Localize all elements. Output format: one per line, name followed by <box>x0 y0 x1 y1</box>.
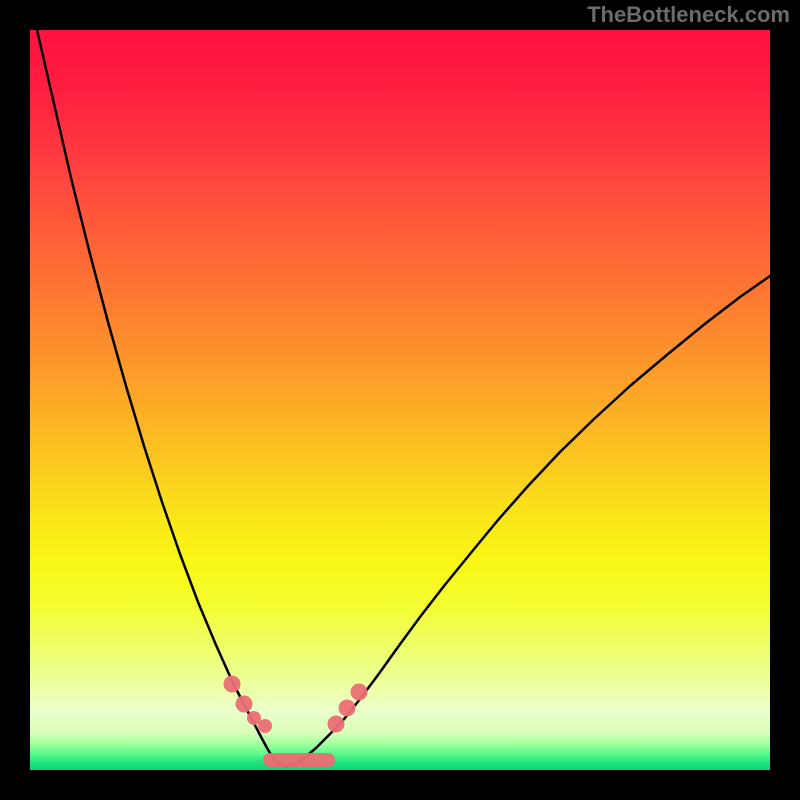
plot-area <box>30 30 770 770</box>
watermark-text: TheBottleneck.com <box>587 2 790 28</box>
marker-dot <box>328 716 345 733</box>
gradient-background <box>30 30 770 770</box>
chart-root: TheBottleneck.com <box>0 0 800 800</box>
marker-dot <box>224 676 241 693</box>
marker-dot <box>258 719 272 733</box>
marker-dot <box>236 696 253 713</box>
marker-dot <box>351 684 368 701</box>
marker-dot <box>339 700 356 717</box>
curve-layer <box>30 30 770 770</box>
